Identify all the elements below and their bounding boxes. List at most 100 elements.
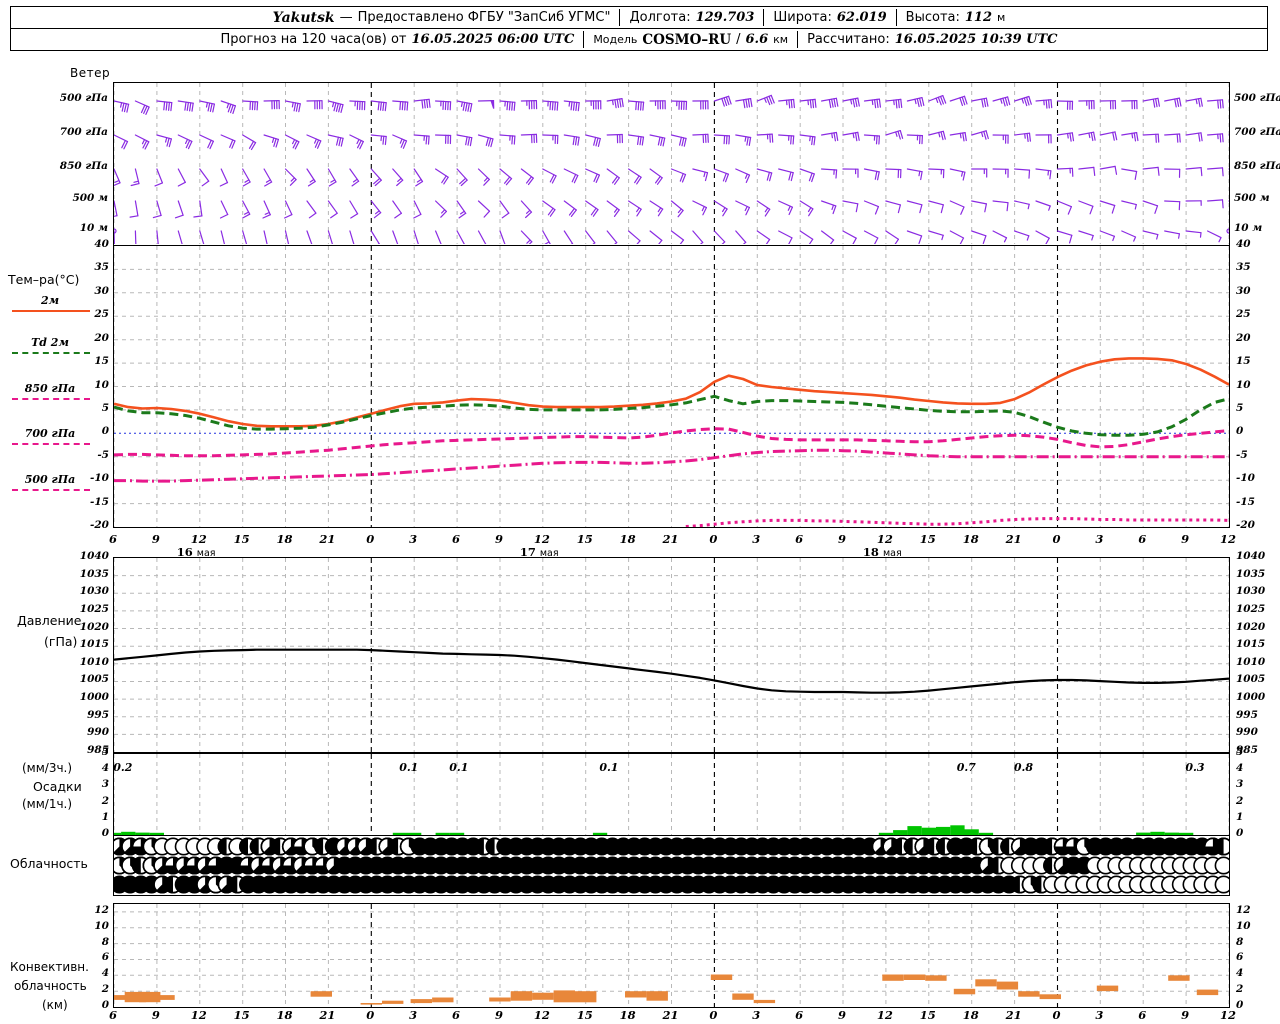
ytick-label: 2 (1236, 983, 1244, 996)
wind-level-label: 500 м (72, 192, 108, 204)
precip-bar (149, 832, 164, 835)
time-tick-label: 3 (409, 1008, 418, 1022)
altitude-value: 112 (964, 10, 992, 25)
header-divider (797, 31, 799, 48)
ytick-label: 40 (1236, 238, 1251, 250)
model-slash: / (736, 32, 741, 47)
longitude-segment: Долгота: 129.703 (620, 10, 763, 25)
provider-text: Предоставлено ФГБУ "ЗапСиб УГМС" (357, 10, 611, 25)
calculated-label: Рассчитано: (807, 32, 890, 47)
time-tick-label: 12 (876, 532, 893, 546)
ytick-label: 4 (1236, 762, 1244, 775)
precipitation-plot (114, 754, 1229, 835)
precip-bar (921, 827, 936, 835)
time-tick-label: 6 (795, 1008, 804, 1022)
convective-bar (575, 991, 597, 1003)
time-tick-label: 0 (709, 532, 718, 546)
convective-bar (1168, 975, 1190, 981)
legend-line-dashed (12, 352, 90, 354)
convective-bar (553, 990, 575, 1003)
ytick-label: 990 (1236, 726, 1258, 739)
convective-bar (646, 991, 668, 1001)
time-tick-label: 6 (452, 532, 461, 546)
time-tick-label: 12 (1220, 1008, 1237, 1022)
ytick-label: 995 (1236, 708, 1258, 721)
model-segment: Модель COSMO–RU / 6.6 км (584, 32, 797, 48)
cloud-symbol (1214, 856, 1229, 875)
time-tick-label: 0 (709, 1008, 718, 1022)
precip-section-title: Осадки (33, 779, 82, 794)
series-dotted (685, 517, 1229, 527)
model-label: Модель (593, 33, 638, 46)
ytick-label: 25 (1236, 308, 1251, 321)
ytick-label: 1025 (79, 602, 109, 615)
ytick-label: -10 (1236, 472, 1255, 485)
time-tick-label: 21 (1005, 532, 1022, 546)
series-solid (114, 357, 1229, 428)
ytick-label: 1 (1236, 810, 1244, 823)
time-tick-label: 6 (108, 532, 117, 546)
precip-unit-1h: (мм/1ч.) (22, 797, 73, 811)
time-tick-label: 12 (190, 532, 207, 546)
station-segment: Yakutsk — Предоставлено ФГБУ "ЗапСиб УГМ… (264, 10, 620, 26)
ytick-label: 10 (94, 919, 109, 932)
time-tick-label: 18 (962, 532, 979, 546)
ytick-label: 8 (1236, 935, 1244, 948)
time-tick-label: 9 (1181, 532, 1190, 546)
legend-line-dotted (12, 489, 90, 491)
ytick-label: 30 (94, 284, 109, 297)
precip-bar (392, 832, 408, 835)
calculated-time: 16.05.2025 10:39 UTC (894, 32, 1058, 47)
ytick-label: 3 (101, 778, 109, 791)
time-tick-label: 18 (619, 1008, 636, 1022)
cloud-cover-panel (113, 836, 1230, 896)
time-tick-label: 9 (494, 532, 503, 546)
pressure-curve (114, 648, 1229, 694)
convective-bar (310, 991, 332, 997)
ytick-label: 1035 (79, 567, 109, 580)
wind-level-label: 700 гПа (59, 126, 108, 138)
date-label: 17 мая (520, 545, 559, 559)
date-label: 18 мая (863, 545, 902, 559)
ytick-label: 10 (1236, 378, 1251, 391)
series-dashed (114, 427, 1229, 458)
calculated-segment: Рассчитано: 16.05.2025 10:39 UTC (798, 32, 1066, 47)
convective-bar (710, 974, 733, 980)
ytick-label: 15 (1236, 355, 1251, 368)
precip-bar (878, 832, 894, 835)
ytick-label: 985 (1236, 744, 1258, 756)
ytick-label: 1040 (79, 550, 109, 562)
ytick-label: 1020 (79, 620, 109, 633)
legend-line-dashed (12, 398, 90, 400)
wind-level-label: 500 гПа (1234, 92, 1280, 104)
ytick-label: 1000 (79, 691, 109, 704)
ytick-label: 1010 (79, 655, 109, 668)
ytick-label: 6 (101, 951, 109, 964)
model-name: COSMO–RU (642, 31, 732, 48)
ytick-label: 2 (101, 983, 109, 996)
time-tick-label: 9 (151, 532, 160, 546)
pressure-section-title-line2: (гПа) (44, 634, 78, 649)
legend-label: 2м (40, 294, 60, 307)
temperature-panel (113, 245, 1230, 528)
time-tick-label: 12 (190, 1008, 207, 1022)
cloud-symbol (1214, 837, 1229, 856)
latitude-value: 62.019 (836, 10, 887, 25)
date-month: мая (196, 548, 216, 559)
time-tick-label: 3 (1095, 532, 1104, 546)
convective-bar (124, 991, 147, 1003)
ytick-label: 0 (1236, 827, 1244, 839)
header-divider (895, 9, 897, 26)
time-tick-label: 12 (1220, 532, 1237, 546)
altitude-label: Высота: (905, 10, 960, 25)
convective-bar (489, 997, 511, 1002)
precip-bar (435, 832, 450, 835)
time-tick-label: 12 (533, 532, 550, 546)
ytick-label: 5 (101, 746, 109, 758)
time-tick-label: 21 (319, 532, 336, 546)
precip-amount-label: 0.1 (399, 761, 419, 774)
time-tick-label: 15 (233, 1008, 250, 1022)
precip-bar (950, 825, 965, 835)
time-tick-label: 6 (1138, 532, 1147, 546)
time-tick-label: 21 (662, 1008, 679, 1022)
